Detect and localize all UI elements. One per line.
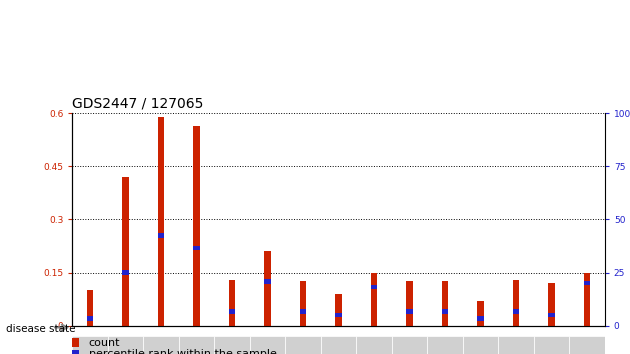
Text: count: count: [89, 338, 120, 348]
Bar: [513, 309, 519, 314]
FancyBboxPatch shape: [498, 336, 534, 354]
Text: GDS2447 / 127065: GDS2447 / 127065: [72, 97, 204, 111]
Bar: [513, 280, 519, 326]
FancyBboxPatch shape: [392, 336, 427, 354]
FancyBboxPatch shape: [108, 336, 144, 354]
FancyBboxPatch shape: [570, 336, 605, 354]
FancyBboxPatch shape: [463, 336, 498, 354]
Bar: [72, 350, 79, 354]
Text: percentile rank within the sample: percentile rank within the sample: [89, 349, 277, 354]
Bar: [478, 316, 484, 321]
Bar: [478, 301, 484, 326]
Bar: [406, 281, 413, 326]
Bar: [300, 281, 306, 326]
Bar: [122, 270, 129, 275]
Text: disease state: disease state: [6, 324, 76, 333]
FancyBboxPatch shape: [179, 336, 214, 354]
FancyBboxPatch shape: [285, 336, 321, 354]
Bar: [122, 177, 129, 326]
FancyBboxPatch shape: [427, 336, 463, 354]
Bar: [371, 285, 377, 289]
Bar: [229, 309, 236, 314]
FancyBboxPatch shape: [214, 336, 250, 354]
Bar: [548, 313, 555, 317]
Bar: [158, 117, 164, 326]
Bar: [442, 281, 449, 326]
Bar: [584, 273, 590, 326]
Bar: [87, 316, 93, 321]
Bar: [442, 309, 449, 314]
Bar: [335, 294, 342, 326]
Bar: [335, 313, 342, 317]
FancyBboxPatch shape: [357, 336, 392, 354]
Bar: [406, 309, 413, 314]
Bar: [371, 273, 377, 326]
Bar: [300, 309, 306, 314]
Bar: [265, 251, 271, 326]
Bar: [87, 290, 93, 326]
Bar: [584, 281, 590, 285]
Bar: [548, 283, 555, 326]
FancyBboxPatch shape: [321, 336, 357, 354]
FancyBboxPatch shape: [72, 336, 108, 354]
Bar: [229, 280, 236, 326]
Bar: [72, 338, 79, 347]
FancyBboxPatch shape: [534, 336, 570, 354]
Bar: [193, 246, 200, 250]
Bar: [158, 233, 164, 238]
FancyBboxPatch shape: [250, 336, 285, 354]
Bar: [193, 126, 200, 326]
FancyBboxPatch shape: [144, 336, 179, 354]
Bar: [265, 279, 271, 284]
